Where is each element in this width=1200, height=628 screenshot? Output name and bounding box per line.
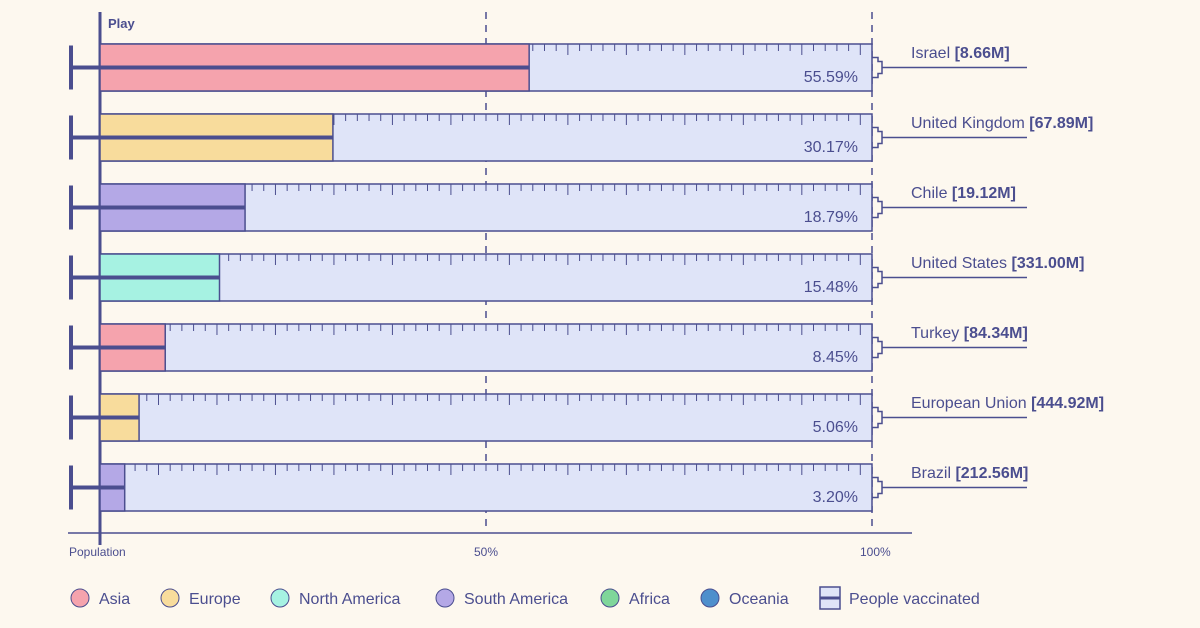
play-button[interactable]: Play <box>108 16 136 31</box>
country-label: United Kingdom [67.89M] <box>911 115 1093 132</box>
value-label: 3.20% <box>813 489 858 506</box>
value-label: 15.48% <box>804 279 858 296</box>
country-label: Brazil [212.56M] <box>911 465 1028 482</box>
value-label: 30.17% <box>804 139 858 156</box>
legend-label: North America <box>299 591 400 608</box>
syringe-barrel <box>99 463 873 512</box>
syringe-row: 18.79% Chile [19.12M] <box>69 183 1027 232</box>
needle-hub <box>872 56 883 79</box>
syringe-row: 8.45% Turkey [84.34M] <box>69 323 1028 372</box>
population-label: [8.66M] <box>955 45 1010 62</box>
country-name: United Kingdom <box>911 115 1029 132</box>
country-label: United States [331.00M] <box>911 255 1084 272</box>
value-label: 55.59% <box>804 69 858 86</box>
syringe-scale-ticks <box>111 464 861 475</box>
legend-swatch <box>700 588 720 608</box>
legend-label: Asia <box>99 591 130 608</box>
syringe-row: 3.20% Brazil [212.56M] <box>69 463 1028 512</box>
legend: Asia Europe North America South America Afri… <box>70 586 980 610</box>
syringe-barrel <box>99 323 873 372</box>
x-tick-label-2: 100% <box>860 545 891 559</box>
x-tick-label-1: 50% <box>474 545 498 559</box>
legend-label: South America <box>464 591 568 608</box>
legend-label: People vaccinated <box>849 591 980 608</box>
legend-swatch <box>160 588 180 608</box>
country-name: European Union <box>911 395 1031 412</box>
legend-label: Oceania <box>729 591 789 608</box>
syringe-row: 5.06% European Union [444.92M] <box>69 393 1104 442</box>
population-label: [212.56M] <box>955 465 1028 482</box>
legend-swatch <box>435 588 455 608</box>
legend-swatch <box>270 588 290 608</box>
population-label: [331.00M] <box>1012 255 1085 272</box>
value-label: 8.45% <box>813 349 858 366</box>
legend-label: Africa <box>629 591 670 608</box>
population-label: [84.34M] <box>964 325 1028 342</box>
country-label: Turkey [84.34M] <box>911 325 1028 342</box>
country-label: European Union [444.92M] <box>911 395 1104 412</box>
country-label: Israel [8.66M] <box>911 45 1010 62</box>
legend-swatch <box>70 588 90 608</box>
needle-hub <box>872 196 883 219</box>
syringe-row: 15.48% United States [331.00M] <box>69 253 1084 302</box>
legend-label: Europe <box>189 591 241 608</box>
syringe-scale-ticks <box>111 114 861 125</box>
needle-hub <box>872 266 883 289</box>
needle-hub <box>872 476 883 499</box>
country-name: Turkey <box>911 325 964 342</box>
x-tick-label-0: Population <box>69 545 126 559</box>
population-label: [444.92M] <box>1031 395 1104 412</box>
syringe-row: 30.17% United Kingdom [67.89M] <box>69 113 1093 162</box>
country-name: United States <box>911 255 1012 272</box>
country-name: Chile <box>911 185 952 202</box>
syringe-row: 55.59% Israel [8.66M] <box>69 43 1027 92</box>
value-label: 5.06% <box>813 419 858 436</box>
legend-swatch <box>600 588 620 608</box>
value-label: 18.79% <box>804 209 858 226</box>
population-label: [19.12M] <box>952 185 1016 202</box>
needle-hub <box>872 126 883 149</box>
needle-hub <box>872 336 883 359</box>
syringe-barrel <box>99 393 873 442</box>
needle-hub <box>872 406 883 429</box>
population-label: [67.89M] <box>1029 115 1093 132</box>
country-name: Israel <box>911 45 955 62</box>
country-label: Chile [19.12M] <box>911 185 1016 202</box>
country-name: Brazil <box>911 465 955 482</box>
